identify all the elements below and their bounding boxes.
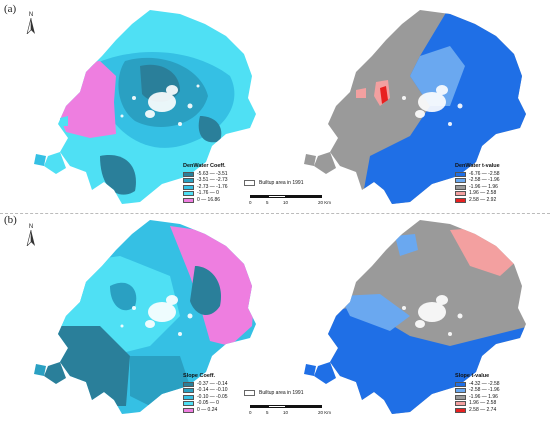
scale-tick: 10 (283, 200, 289, 205)
legend-swatch (455, 401, 466, 407)
scale-tick: 5 (266, 410, 269, 415)
legend-swatch (183, 388, 194, 394)
legend-swatch (455, 388, 466, 394)
legend-swatch (183, 407, 194, 413)
legend-row: -1.96 — 1.96 (455, 184, 500, 191)
builtup-label: Builtup area in 1991 (259, 180, 304, 186)
builtup-swatch (244, 180, 255, 186)
scale-tick: 20 Km (318, 200, 332, 205)
builtup-legend-a: Builtup area in 1991 (244, 180, 303, 186)
panel-label-b: (b) (4, 214, 17, 226)
tvalue-map-b (304, 220, 526, 414)
legend-swatch (183, 401, 194, 407)
legend-row: 0 — 0.24 (183, 407, 228, 414)
legend-row: -2.58 — -1.96 (455, 387, 500, 395)
legend-label: 2.58 — 2.92 (469, 196, 497, 203)
tvalue-map-a (304, 10, 526, 204)
legend-swatch (183, 178, 194, 184)
tvalue-legend-title: DenWater t-value (455, 163, 500, 169)
scale-bar-a: 0 5 10 20 Km (249, 195, 340, 209)
coef-map-b (34, 220, 256, 414)
legend-label: 1.96 — 2.58 (469, 400, 497, 407)
legend-label: 1.96 — 2.58 (469, 190, 497, 197)
legend-row: -2.58 — -1.96 (455, 177, 500, 185)
north-arrow-icon (26, 229, 35, 247)
north-arrow-icon (26, 17, 35, 35)
legend-swatch (455, 381, 466, 387)
legend-swatch (183, 171, 194, 177)
legend-label: -2.73 — -1.76 (197, 183, 228, 190)
tvalue-legend-b: Slope t-value -4.32 — -2.58 -2.58 — -1.9… (455, 373, 500, 414)
scale-tick: 20 Km (318, 410, 332, 415)
legend-swatch (183, 197, 194, 203)
legend-label: -0.37 — -0.14 (197, 380, 228, 387)
legend-label: -3.51 — -2.73 (197, 177, 228, 184)
legend-row: -0.05 — 0 (183, 400, 228, 408)
legend-row: 2.58 — 2.92 (455, 197, 500, 204)
legend-swatch (183, 184, 194, 190)
north-arrow: N (26, 12, 36, 36)
scale-tick: 0 (249, 410, 252, 415)
legend-label: -2.58 — -1.96 (469, 387, 500, 394)
scale-tick: 0 (249, 200, 252, 205)
legend-row: -5.63 — -3.51 (183, 171, 228, 178)
scale-tick: 5 (266, 200, 269, 205)
builtup-label: Builtup area in 1991 (259, 390, 304, 396)
coef-legend-b: Slope Coeff. -0.37 — -0.14 -0.14 — -0.10… (183, 373, 228, 414)
north-arrow: N (26, 224, 36, 248)
tvalue-legend-title: Slope t-value (455, 373, 490, 379)
coef-legend-a: DenWater Coeff. -5.63 — -3.51 -3.51 — -2… (183, 163, 228, 204)
legend-row: 1.96 — 2.58 (455, 190, 500, 198)
legend-label: -5.63 — -3.51 (197, 170, 228, 177)
tvalue-legend-a: DenWater t-value -6.76 — -2.58 -2.58 — -… (455, 163, 500, 204)
legend-label: -4.32 — -2.58 (469, 380, 500, 387)
legend-label: 2.58 — 2.74 (469, 406, 497, 413)
panel-label-a: (a) (4, 3, 17, 15)
legend-label: -6.76 — -2.58 (469, 170, 500, 177)
legend-row: -2.73 — -1.76 (183, 184, 228, 191)
legend-label: 0 — 0.24 (197, 406, 218, 413)
legend-swatch (455, 394, 466, 400)
legend-label: -2.58 — -1.96 (469, 177, 500, 184)
coef-legend-title: DenWater Coeff. (183, 163, 226, 169)
coef-legend-title: Slope Coeff. (183, 373, 216, 379)
legend-swatch (455, 178, 466, 184)
legend-label: -0.14 — -0.10 (197, 387, 228, 394)
legend-row: -1.96 — 1.96 (455, 394, 500, 401)
coef-map-a (34, 10, 256, 204)
legend-label: -0.10 — -0.05 (197, 393, 228, 400)
legend-row: 2.58 — 2.74 (455, 407, 500, 414)
legend-swatch (455, 407, 466, 413)
legend-row: -3.51 — -2.73 (183, 177, 228, 185)
legend-label: 0 — 16.86 (197, 196, 221, 203)
legend-row: -0.37 — -0.14 (183, 381, 228, 388)
panel-divider (0, 213, 550, 214)
legend-swatch (455, 191, 466, 197)
scale-tick: 10 (283, 410, 289, 415)
legend-row: -1.76 — 0 (183, 190, 228, 198)
legend-swatch (183, 381, 194, 387)
legend-label: -0.05 — 0 (197, 400, 219, 407)
builtup-legend-b: Builtup area in 1991 (244, 390, 303, 396)
legend-label: -1.96 — 1.96 (469, 183, 498, 190)
legend-row: -6.76 — -2.58 (455, 171, 500, 178)
legend-swatch (455, 197, 466, 203)
legend-row: -0.10 — -0.05 (183, 394, 228, 401)
legend-label: -1.76 — 0 (197, 190, 219, 197)
legend-swatch (455, 171, 466, 177)
legend-row: -0.14 — -0.10 (183, 387, 228, 395)
legend-row: 0 — 16.86 (183, 197, 228, 204)
north-label: N (28, 12, 34, 18)
legend-row: 1.96 — 2.58 (455, 400, 500, 408)
north-label: N (28, 224, 34, 230)
legend-label: -1.96 — 1.96 (469, 393, 498, 400)
scale-bar-b: 0 5 10 20 Km (249, 405, 340, 419)
legend-swatch (183, 394, 194, 400)
legend-swatch (183, 191, 194, 197)
legend-row: -4.32 — -2.58 (455, 381, 500, 388)
legend-swatch (455, 184, 466, 190)
builtup-swatch (244, 390, 255, 396)
